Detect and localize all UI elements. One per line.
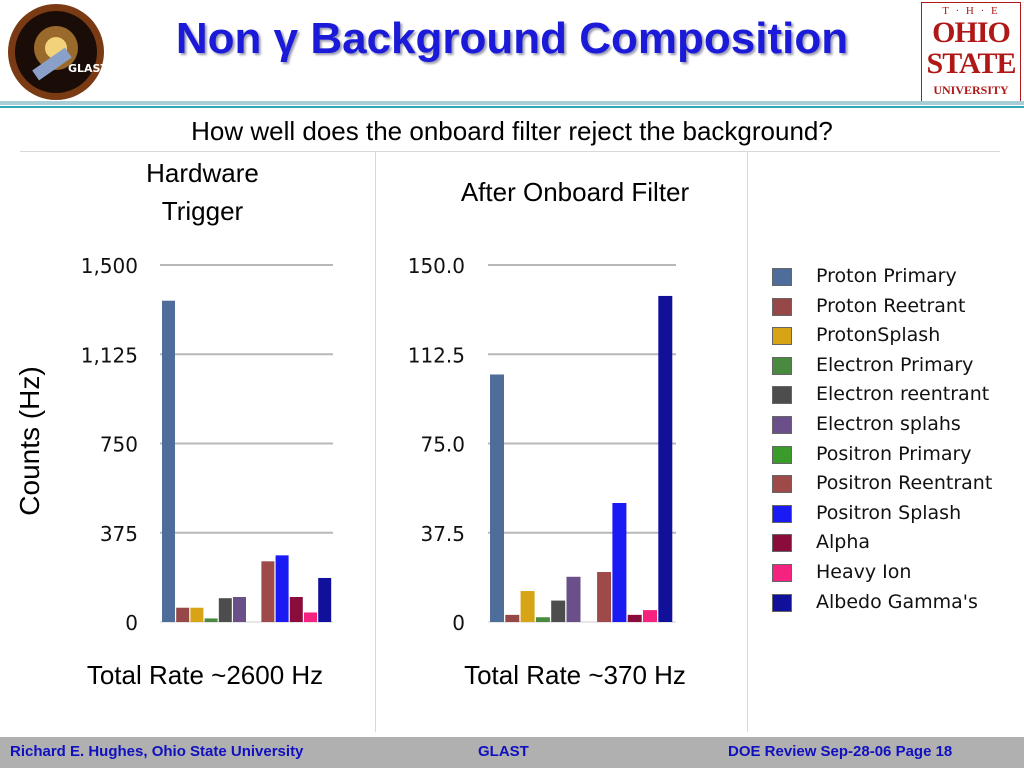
osu-the: T · H · E	[942, 5, 1000, 17]
legend-item: Albedo Gamma's	[764, 591, 1024, 613]
legend-item: Electron Primary	[764, 354, 1024, 376]
legend-swatch	[772, 386, 792, 405]
y-tick-label: 112.5	[408, 343, 465, 367]
legend-swatch	[772, 593, 792, 612]
legend-swatch	[772, 445, 792, 464]
legend-item: Alpha	[764, 531, 1024, 553]
legend-item: Positron Primary	[764, 443, 1024, 465]
bar-proton-reetrant	[176, 607, 190, 622]
table-top-line	[20, 151, 1000, 152]
y-tick-label: 150.0	[408, 254, 465, 278]
bar-proton-primary	[162, 300, 175, 622]
ohio-state-logo: T · H · E OHIO STATE UNIVERSITY	[921, 2, 1021, 102]
right-total-rate: Total Rate ~370 Hz	[464, 660, 686, 690]
bar-protonsplash	[190, 607, 204, 622]
legend-item: Positron Reentrant	[764, 472, 1024, 494]
y-tick-label: 0	[125, 611, 138, 635]
bar-alpha	[627, 614, 642, 622]
y-tick-label: 0	[452, 611, 465, 635]
legend-item: Proton Primary	[764, 265, 1024, 287]
legend-swatch	[772, 327, 792, 346]
legend-label: Positron Reentrant	[816, 472, 993, 495]
legend-swatch	[772, 504, 792, 523]
bar-proton-reetrant	[505, 614, 520, 622]
bar-albedo-gamma-s	[658, 295, 673, 622]
column-divider-2	[747, 152, 748, 732]
osu-university: UNIVERSITY	[933, 83, 1009, 97]
legend-label: Positron Splash	[816, 501, 962, 524]
legend-label: ProtonSplash	[816, 324, 941, 347]
osu-state: STATE	[926, 47, 1017, 80]
legend-swatch	[772, 356, 792, 375]
glast-logo-text: GLAST	[68, 62, 108, 75]
onboard-filter-chart: 0 37.5 75.0 112.5 150.0	[408, 254, 676, 635]
bar-positron-splash	[612, 503, 627, 622]
glast-logo: GLAST	[8, 4, 108, 100]
bar-electron-reentrant	[551, 600, 566, 622]
bar-proton-primary	[490, 374, 504, 622]
bar-heavy-ion	[643, 610, 657, 622]
y-tick-label: 75.0	[420, 433, 465, 457]
legend-item: Positron Splash	[764, 502, 1024, 524]
y-tick-label: 37.5	[420, 522, 465, 546]
y-axis-label: Counts (Hz)	[14, 366, 45, 516]
legend-label: Electron reentrant	[816, 383, 990, 406]
y-tick-label: 375	[100, 522, 138, 546]
bar-albedo-gamma-s	[318, 577, 332, 622]
bar-electron-reentrant	[218, 598, 232, 622]
left-chart-header: Hardware Trigger	[146, 158, 259, 226]
legend-label: Electron splahs	[816, 413, 961, 435]
legend-swatch	[772, 268, 792, 286]
bar-positron-reentrant	[261, 561, 275, 622]
legend-swatch	[772, 534, 792, 553]
title-rule-accent	[0, 106, 1024, 108]
slide-subtitle: How well does the onboard filter reject …	[191, 116, 833, 146]
bar-protonsplash	[520, 591, 535, 622]
bar-heavy-ion	[304, 612, 317, 622]
column-divider-1	[375, 152, 376, 732]
legend-item: Proton Reetrant	[764, 295, 1024, 317]
slide-title: Non γ Background Composition	[175, 14, 849, 63]
legend-item: Electron splahs	[764, 413, 1024, 435]
hardware-trigger-chart: 0 375 750 1,125 1,500	[81, 254, 333, 635]
bar-electron-splahs	[566, 576, 581, 622]
bar-electron-primary	[204, 618, 218, 622]
footer-bar: Richard E. Hughes, Ohio State University…	[0, 737, 1024, 768]
legend-item: Heavy Ion	[764, 561, 1024, 583]
legend-item: Electron reentrant	[764, 383, 1024, 405]
bar-electron-splahs	[233, 597, 246, 622]
y-tick-label: 750	[100, 433, 138, 457]
bar-electron-primary	[535, 617, 550, 622]
legend-swatch	[772, 297, 792, 316]
legend-label: Positron Primary	[816, 442, 972, 465]
bar-positron-splash	[275, 555, 289, 622]
footer-page: DOE Review Sep-28-06 Page 18	[728, 743, 953, 760]
y-tick-label: 1,125	[81, 343, 138, 367]
legend-swatch	[772, 416, 792, 434]
legend-label: Alpha	[816, 531, 871, 554]
legend-swatch	[772, 564, 792, 582]
right-chart-header: After Onboard Filter	[460, 177, 690, 207]
legend-item: ProtonSplash	[764, 324, 1024, 346]
left-total-rate: Total Rate ~2600 Hz	[86, 660, 324, 690]
bar-positron-reentrant	[597, 572, 612, 622]
y-tick-label: 1,500	[81, 254, 138, 278]
legend-label: Electron Primary	[816, 353, 974, 376]
osu-ohio: OHIO	[932, 16, 1011, 49]
legend-label: Proton Primary	[816, 265, 957, 287]
chart-legend: Proton Primary Proton Reetrant ProtonSplas…	[764, 265, 1024, 625]
footer-author: Richard E. Hughes, Ohio State University	[10, 743, 304, 760]
legend-label: Albedo Gamma's	[816, 590, 978, 613]
legend-label: Proton Reetrant	[816, 294, 966, 317]
title-rule	[0, 101, 1024, 105]
bar-alpha	[289, 597, 303, 622]
legend-swatch	[772, 475, 792, 494]
legend-label: Heavy Ion	[816, 561, 912, 583]
footer-center: GLAST	[478, 743, 529, 760]
